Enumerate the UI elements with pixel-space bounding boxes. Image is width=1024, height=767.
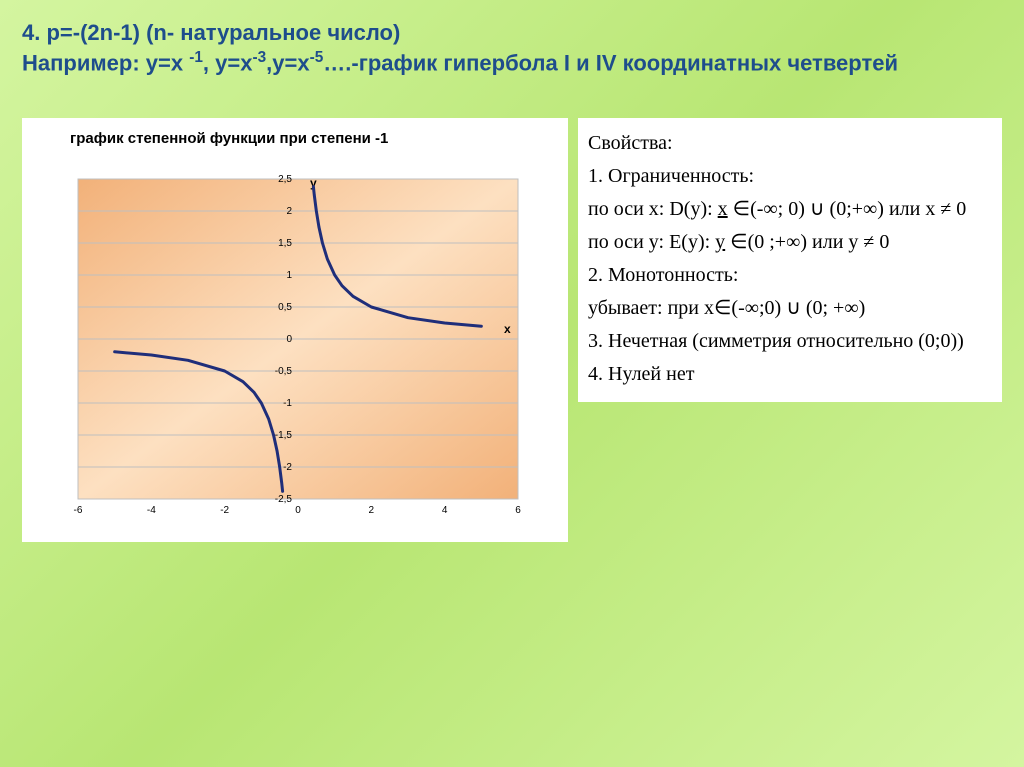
prop-item: убывает: при х∈(-∞;0) ∪ (0; +∞) (588, 293, 992, 324)
svg-text:-1: -1 (283, 398, 292, 409)
svg-text:1: 1 (286, 270, 292, 281)
svg-text:-1,5: -1,5 (275, 430, 293, 441)
svg-text:x: x (504, 322, 511, 336)
prop-item: 4. Нулей нет (588, 359, 992, 390)
chart-title: график степенной функции при степени -1 (70, 130, 560, 147)
svg-text:-4: -4 (147, 505, 156, 516)
slide-title: 4. p=-(2n-1) (n- натуральное число) Напр… (22, 18, 1002, 78)
svg-text:-0,5: -0,5 (275, 366, 293, 377)
hyperbola-chart: -2,5-2-1,5-1-0,500,511,522,5-6-4-20246yx (30, 169, 540, 529)
chart-panel: график степенной функции при степени -1 … (22, 118, 568, 542)
prop-item: 2. Монотонность: (588, 260, 992, 291)
svg-text:0,5: 0,5 (278, 302, 292, 313)
svg-text:-2,5: -2,5 (275, 494, 293, 505)
svg-text:0: 0 (286, 334, 292, 345)
svg-text:0: 0 (295, 505, 301, 516)
title-line-1: 4. p=-(2n-1) (n- натуральное число) (22, 18, 1002, 48)
prop-item: по оси х: D(y): х ∈(-∞; 0) ∪ (0;+∞) или … (588, 194, 992, 225)
prop-item: по оси у: E(y): у ∈(0 ;+∞) или у ≠ 0 (588, 227, 992, 258)
svg-text:2,5: 2,5 (278, 174, 292, 185)
slide: 4. p=-(2n-1) (n- натуральное число) Напр… (0, 0, 1024, 767)
prop-item: 3. Нечетная (симметрия относительно (0;0… (588, 326, 992, 357)
svg-text:-2: -2 (283, 462, 292, 473)
svg-text:1,5: 1,5 (278, 238, 292, 249)
svg-text:-6: -6 (74, 505, 83, 516)
properties-heading: Свойства: (588, 128, 992, 159)
svg-text:4: 4 (442, 505, 448, 516)
svg-text:2: 2 (286, 206, 292, 217)
title-line-2: Например: у=х -1, у=х-3,у=х-5….-график г… (22, 48, 1002, 78)
prop-item: 1. Ограниченность: (588, 161, 992, 192)
properties-panel: Свойства: 1. Ограниченность: по оси х: D… (578, 118, 1002, 402)
svg-text:6: 6 (515, 505, 521, 516)
svg-text:-2: -2 (220, 505, 229, 516)
svg-text:2: 2 (369, 505, 375, 516)
content-area: график степенной функции при степени -1 … (22, 118, 1002, 542)
